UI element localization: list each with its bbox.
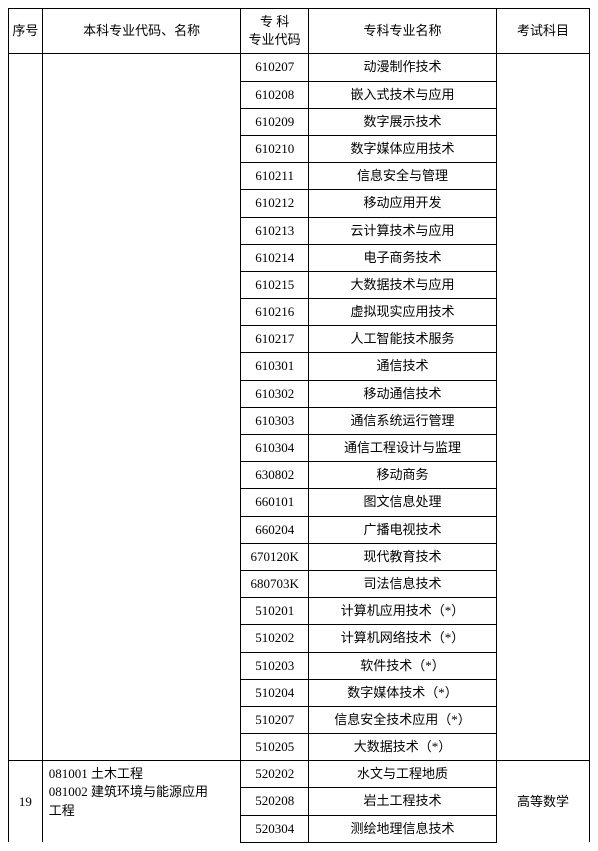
exam-cell: 高等数学 (497, 761, 590, 843)
header-name: 专科专业名称 (308, 9, 496, 54)
header-code-line2: 专业代码 (249, 32, 301, 47)
spec-code: 610304 (241, 435, 309, 462)
spec-name: 信息安全与管理 (308, 163, 496, 190)
spec-code: 520208 (241, 788, 309, 815)
spec-code: 510204 (241, 679, 309, 706)
spec-code: 510207 (241, 706, 309, 733)
spec-name: 图文信息处理 (308, 489, 496, 516)
spec-name: 岩土工程技术 (308, 788, 496, 815)
spec-code: 520304 (241, 815, 309, 842)
spec-name: 信息安全技术应用（*） (308, 706, 496, 733)
major-mapping-table: 序号 本科专业代码、名称 专 科 专业代码 专科专业名称 考试科目 610207… (8, 8, 590, 843)
seq-cell (9, 54, 43, 761)
spec-code: 610210 (241, 135, 309, 162)
spec-name: 数字媒体应用技术 (308, 135, 496, 162)
spec-name: 电子商务技术 (308, 244, 496, 271)
header-major: 本科专业代码、名称 (42, 9, 241, 54)
spec-name: 大数据技术（*） (308, 734, 496, 761)
spec-name: 软件技术（*） (308, 652, 496, 679)
spec-name: 移动应用开发 (308, 190, 496, 217)
spec-code: 610216 (241, 299, 309, 326)
spec-name: 移动商务 (308, 462, 496, 489)
spec-name: 动漫制作技术 (308, 54, 496, 81)
table-row: 610207动漫制作技术 (9, 54, 590, 81)
spec-code: 660101 (241, 489, 309, 516)
spec-name: 广播电视技术 (308, 516, 496, 543)
spec-code: 610209 (241, 108, 309, 135)
spec-code: 610212 (241, 190, 309, 217)
spec-name: 现代教育技术 (308, 543, 496, 570)
spec-code: 510202 (241, 625, 309, 652)
spec-code: 610215 (241, 271, 309, 298)
spec-name: 水文与工程地质 (308, 761, 496, 788)
spec-name: 测绘地理信息技术 (308, 815, 496, 842)
spec-code: 520202 (241, 761, 309, 788)
major-cell: 081001 土木工程081002 建筑环境与能源应用工程 (42, 761, 241, 843)
spec-code: 610213 (241, 217, 309, 244)
spec-name: 通信工程设计与监理 (308, 435, 496, 462)
spec-name: 云计算技术与应用 (308, 217, 496, 244)
spec-name: 移动通信技术 (308, 380, 496, 407)
spec-code: 510201 (241, 598, 309, 625)
spec-name: 通信系统运行管理 (308, 407, 496, 434)
spec-code: 610207 (241, 54, 309, 81)
major-cell (42, 54, 241, 761)
header-code-line1: 专 科 (260, 14, 289, 29)
seq-cell: 19 (9, 761, 43, 843)
spec-code: 680703K (241, 570, 309, 597)
spec-code: 610217 (241, 326, 309, 353)
spec-code: 510205 (241, 734, 309, 761)
spec-name: 通信技术 (308, 353, 496, 380)
exam-cell (497, 54, 590, 761)
spec-code: 610208 (241, 81, 309, 108)
header-seq: 序号 (9, 9, 43, 54)
table-row: 19081001 土木工程081002 建筑环境与能源应用工程520202水文与… (9, 761, 590, 788)
spec-code: 610303 (241, 407, 309, 434)
spec-code: 610214 (241, 244, 309, 271)
spec-name: 人工智能技术服务 (308, 326, 496, 353)
spec-code: 630802 (241, 462, 309, 489)
spec-code: 670120K (241, 543, 309, 570)
table-header-row: 序号 本科专业代码、名称 专 科 专业代码 专科专业名称 考试科目 (9, 9, 590, 54)
table-body: 610207动漫制作技术610208嵌入式技术与应用610209数字展示技术61… (9, 54, 590, 842)
spec-code: 610302 (241, 380, 309, 407)
spec-name: 计算机网络技术（*） (308, 625, 496, 652)
spec-name: 嵌入式技术与应用 (308, 81, 496, 108)
spec-code: 660204 (241, 516, 309, 543)
header-code: 专 科 专业代码 (241, 9, 309, 54)
spec-code: 610211 (241, 163, 309, 190)
spec-name: 虚拟现实应用技术 (308, 299, 496, 326)
spec-name: 司法信息技术 (308, 570, 496, 597)
spec-name: 数字媒体技术（*） (308, 679, 496, 706)
spec-name: 计算机应用技术（*） (308, 598, 496, 625)
spec-name: 数字展示技术 (308, 108, 496, 135)
header-exam: 考试科目 (497, 9, 590, 54)
spec-name: 大数据技术与应用 (308, 271, 496, 298)
spec-code: 510203 (241, 652, 309, 679)
spec-code: 610301 (241, 353, 309, 380)
